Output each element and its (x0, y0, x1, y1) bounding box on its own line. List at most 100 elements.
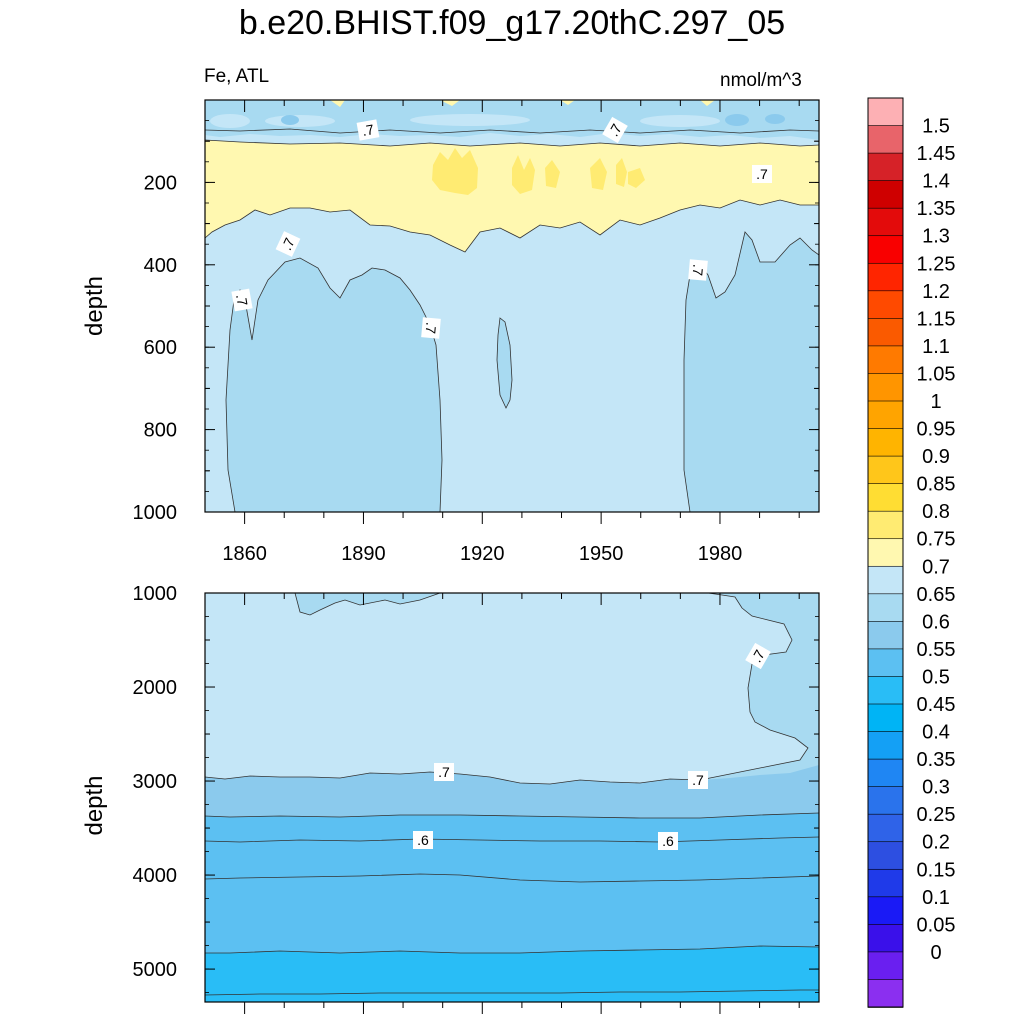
y-axis-title: depth (81, 775, 108, 835)
colorbar-label: 0.9 (922, 446, 950, 468)
colorbar-swatch (867, 593, 904, 623)
upper-bubble (265, 115, 335, 127)
colorbar-label: 0.4 (922, 722, 950, 744)
y-tick-label: 200 (144, 172, 177, 194)
contour-label: .7 (752, 165, 772, 183)
upper-bubble-dark (725, 114, 749, 126)
upper-panel-fill (205, 100, 819, 512)
colorbar-label: 1.15 (917, 308, 956, 330)
contour-label-bg (421, 317, 441, 339)
contour-label-text: .7 (423, 321, 440, 334)
lower-panel-frame (204, 592, 820, 1003)
colorbar-swatch (867, 235, 904, 265)
colorbar-swatch (867, 428, 904, 457)
colorbar-label: 0.7 (922, 556, 950, 578)
colorbar-label: 0.2 (922, 832, 950, 854)
x-tick-label: 1890 (341, 543, 386, 565)
colorbar-swatch (867, 813, 904, 843)
contour-label-bg (413, 831, 433, 849)
contour-label-text: .7 (692, 772, 704, 788)
upper-blob-08 (590, 158, 607, 190)
contour-label-text: .7 (361, 121, 375, 139)
colorbar-swatch (867, 951, 904, 981)
contour-label-text: .7 (756, 166, 768, 182)
colorbar-label: 0.3 (922, 777, 950, 799)
upper-bubble (410, 114, 530, 126)
x-tick-label: 1860 (222, 543, 267, 565)
lower-panel-fill (205, 593, 819, 1002)
colorbar-swatch (867, 703, 904, 733)
colorbar-swatch (867, 125, 904, 154)
colorbar-swatch (867, 676, 904, 705)
colorbar-swatch (867, 621, 904, 650)
colorbar-swatch (867, 373, 904, 402)
contour-label-text: .6 (662, 833, 674, 849)
upper-blob-08 (545, 160, 560, 188)
contour-label: .7 (688, 771, 708, 789)
colorbar-label: 1.25 (917, 253, 956, 275)
contour-label-bg (231, 288, 253, 312)
x-tick-label: 1950 (579, 543, 624, 565)
upper-lobe-left (226, 258, 442, 512)
lower-region-07-075 (205, 593, 808, 784)
colorbar-label: 1.05 (917, 363, 956, 385)
y-tick-label: 5000 (133, 959, 178, 981)
y-tick-label: 600 (144, 337, 177, 359)
y-tick-label: 1000 (133, 502, 178, 524)
upper-region-yellow-band (205, 140, 819, 252)
upper-bubble-dark (281, 115, 299, 125)
contour-label-text: .7 (690, 263, 707, 276)
colorbar-label: 0.75 (917, 529, 956, 551)
colorbar-swatch (867, 924, 904, 953)
colorbar-swatch (867, 483, 904, 512)
y-tick-label: 3000 (133, 771, 178, 793)
contour-label-bg (275, 231, 301, 257)
contour-label-text: .6 (417, 832, 429, 848)
colorbar-label: 1.5 (922, 116, 950, 138)
colorbar-label: 1.2 (922, 281, 950, 303)
contour-label-bg (434, 763, 454, 781)
colorbar-label: 0.45 (917, 694, 956, 716)
contour-label-text: .7 (233, 293, 251, 307)
colorbar-label: 0.5 (922, 666, 950, 688)
colorbar-label: 1.4 (922, 171, 950, 193)
y-tick-label: 800 (144, 420, 177, 442)
x-tick-label: 1980 (698, 543, 743, 565)
colorbar-swatch (867, 400, 904, 430)
chart-title: b.e20.BHIST.f09_g17.20thC.297_05 (238, 4, 786, 42)
colorbar-label: 0.05 (917, 914, 956, 936)
contour-label-text: .7 (438, 764, 450, 780)
colorbar-swatch (867, 180, 904, 209)
y-axis-title: depth (81, 276, 108, 336)
colorbar-label: 1.35 (917, 198, 956, 220)
colorbar-swatch (867, 731, 904, 760)
colorbar-swatch (867, 841, 904, 871)
y-tick-label: 1000 (133, 583, 178, 605)
contour-label: .7 (745, 642, 771, 670)
colorbar-swatch (867, 758, 904, 788)
contour-label-bg (688, 259, 708, 281)
colorbar-label: 0.55 (917, 639, 956, 661)
colorbar-swatch (867, 152, 904, 182)
colorbar-label: 0 (930, 942, 941, 964)
contour-label-bg (688, 771, 708, 789)
contour-label: .7 (231, 288, 253, 312)
contour-label-bg (745, 642, 771, 670)
colorbar-swatch (867, 290, 904, 320)
y-tick-label: 400 (144, 255, 177, 277)
colorbar-swatch (867, 207, 904, 237)
contour-label-bg (356, 119, 380, 141)
colorbar-swatch (867, 648, 904, 678)
upper-bubble (210, 114, 250, 128)
upper-blob-08 (616, 158, 627, 187)
contour-label: .7 (275, 231, 301, 257)
colorbar-label: 0.15 (917, 859, 956, 881)
contour-label-bg (602, 116, 628, 144)
colorbar-swatch (867, 538, 904, 568)
contour-label: .7 (688, 259, 708, 281)
colorbar-swatch (867, 318, 904, 347)
contour-label-bg (752, 165, 772, 183)
colorbar-label: 0.25 (917, 804, 956, 826)
colorbar-swatch (867, 565, 904, 595)
